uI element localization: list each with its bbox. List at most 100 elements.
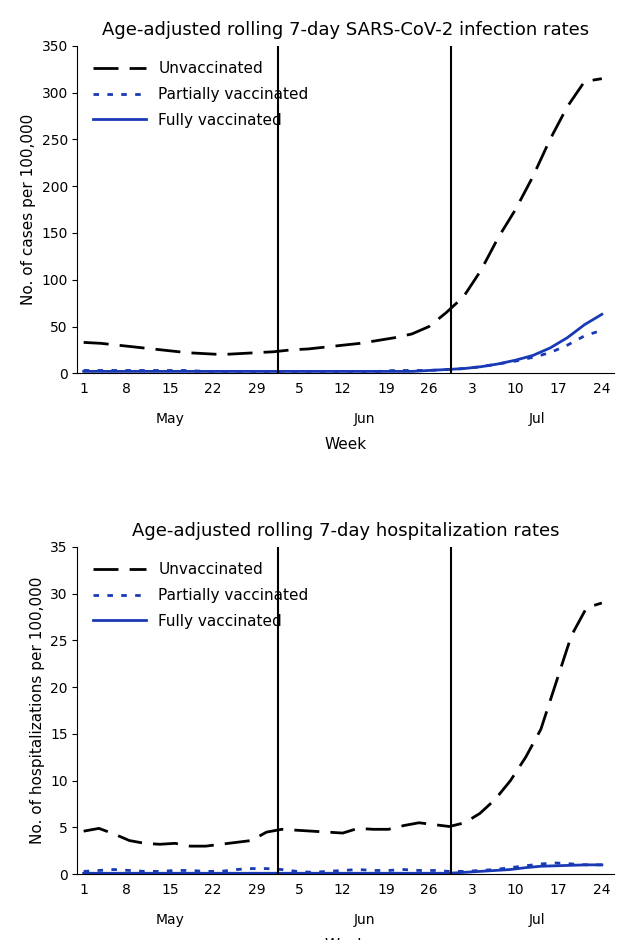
Line: Partially vaccinated: Partially vaccinated bbox=[84, 330, 602, 371]
Unvaccinated bbox=[304, 343, 312, 354]
Partially vaccinated bbox=[114, 365, 122, 376]
Partially vaccinated bbox=[446, 866, 453, 877]
Unvaccinated bbox=[324, 826, 331, 838]
Partially vaccinated bbox=[461, 866, 469, 877]
Unvaccinated bbox=[446, 821, 453, 832]
Fully vaccinated bbox=[253, 366, 260, 377]
Unvaccinated bbox=[339, 827, 347, 838]
Y-axis label: No. of hospitalizations per 100,000: No. of hospitalizations per 100,000 bbox=[30, 577, 44, 844]
Partially vaccinated bbox=[400, 864, 408, 875]
Unvaccinated bbox=[166, 345, 174, 356]
Unvaccinated bbox=[598, 597, 606, 608]
Unvaccinated bbox=[460, 291, 467, 303]
Fully vaccinated bbox=[95, 868, 103, 879]
Partially vaccinated bbox=[293, 866, 301, 877]
Fully vaccinated bbox=[236, 366, 243, 377]
Line: Fully vaccinated: Fully vaccinated bbox=[84, 865, 602, 873]
Partially vaccinated bbox=[218, 366, 225, 377]
Fully vaccinated bbox=[354, 868, 362, 879]
Partially vaccinated bbox=[373, 366, 381, 377]
Unvaccinated bbox=[522, 752, 530, 763]
Fully vaccinated bbox=[232, 868, 240, 879]
Unvaccinated bbox=[171, 838, 179, 849]
Unvaccinated bbox=[339, 339, 347, 351]
Fully vaccinated bbox=[581, 319, 589, 330]
Unvaccinated bbox=[507, 776, 514, 787]
Partially vaccinated bbox=[491, 864, 499, 875]
Fully vaccinated bbox=[370, 868, 377, 879]
Partially vaccinated bbox=[232, 864, 240, 875]
Unvaccinated bbox=[217, 838, 225, 850]
Unvaccinated bbox=[156, 838, 164, 850]
Unvaccinated bbox=[391, 332, 398, 343]
Partially vaccinated bbox=[415, 865, 423, 876]
Partially vaccinated bbox=[385, 865, 392, 876]
Partially vaccinated bbox=[598, 859, 606, 870]
Partially vaccinated bbox=[126, 865, 133, 876]
Unvaccinated bbox=[568, 630, 575, 641]
Unvaccinated bbox=[218, 349, 225, 360]
Fully vaccinated bbox=[476, 866, 484, 877]
Fully vaccinated bbox=[184, 366, 191, 377]
Fully vaccinated bbox=[598, 859, 606, 870]
Unvaccinated bbox=[184, 347, 191, 358]
Unvaccinated bbox=[495, 232, 502, 243]
Fully vaccinated bbox=[391, 366, 398, 377]
Text: Jul: Jul bbox=[529, 913, 545, 927]
Unvaccinated bbox=[131, 341, 139, 352]
Partially vaccinated bbox=[95, 865, 103, 876]
Text: Jul: Jul bbox=[529, 412, 545, 426]
Fully vaccinated bbox=[339, 366, 347, 377]
Fully vaccinated bbox=[522, 862, 530, 873]
Fully vaccinated bbox=[309, 868, 316, 879]
Fully vaccinated bbox=[278, 868, 286, 879]
Unvaccinated bbox=[293, 824, 301, 836]
Fully vaccinated bbox=[110, 868, 118, 879]
Partially vaccinated bbox=[477, 361, 485, 372]
Partially vaccinated bbox=[166, 365, 174, 376]
Partially vaccinated bbox=[80, 866, 88, 877]
Fully vaccinated bbox=[546, 342, 554, 353]
Fully vaccinated bbox=[491, 865, 499, 876]
Fully vaccinated bbox=[126, 868, 133, 879]
Unvaccinated bbox=[236, 348, 243, 359]
Unvaccinated bbox=[431, 819, 438, 830]
Fully vaccinated bbox=[156, 868, 164, 879]
Fully vaccinated bbox=[529, 350, 537, 361]
Partially vaccinated bbox=[354, 864, 362, 875]
Fully vaccinated bbox=[415, 868, 423, 879]
Fully vaccinated bbox=[97, 366, 105, 377]
Unvaccinated bbox=[309, 825, 316, 837]
Fully vaccinated bbox=[114, 366, 122, 377]
Partially vaccinated bbox=[522, 860, 530, 871]
Partially vaccinated bbox=[512, 355, 519, 367]
Partially vaccinated bbox=[425, 365, 433, 376]
Partially vaccinated bbox=[156, 866, 164, 877]
Fully vaccinated bbox=[324, 868, 331, 879]
Partially vaccinated bbox=[236, 366, 243, 377]
Fully vaccinated bbox=[373, 366, 381, 377]
Unvaccinated bbox=[80, 825, 88, 837]
Fully vaccinated bbox=[408, 366, 416, 377]
Unvaccinated bbox=[114, 339, 122, 351]
Text: May: May bbox=[156, 913, 184, 927]
Partially vaccinated bbox=[253, 366, 260, 377]
Partially vaccinated bbox=[552, 857, 560, 869]
Partially vaccinated bbox=[460, 363, 467, 374]
Partially vaccinated bbox=[495, 358, 502, 369]
Partially vaccinated bbox=[339, 366, 347, 377]
Unvaccinated bbox=[97, 337, 105, 349]
Unvaccinated bbox=[80, 337, 88, 348]
Line: Partially vaccinated: Partially vaccinated bbox=[84, 863, 602, 872]
Partially vaccinated bbox=[149, 365, 157, 376]
Fully vaccinated bbox=[270, 366, 277, 377]
Partially vaccinated bbox=[309, 867, 316, 878]
Partially vaccinated bbox=[270, 366, 277, 377]
Fully vaccinated bbox=[166, 366, 174, 377]
Partially vaccinated bbox=[263, 863, 271, 874]
Unvaccinated bbox=[415, 817, 423, 828]
Unvaccinated bbox=[354, 822, 362, 834]
Unvaccinated bbox=[546, 133, 554, 145]
Fully vaccinated bbox=[187, 868, 194, 879]
Legend: Unvaccinated, Partially vaccinated, Fully vaccinated: Unvaccinated, Partially vaccinated, Full… bbox=[85, 54, 316, 135]
